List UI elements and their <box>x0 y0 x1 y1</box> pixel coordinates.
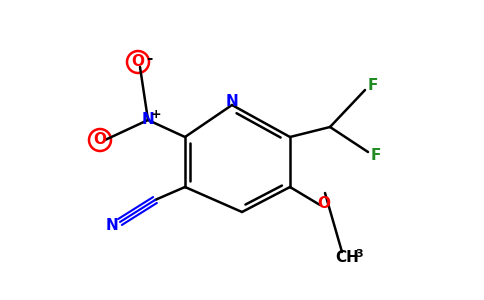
Text: CH: CH <box>335 250 359 265</box>
Text: N: N <box>106 218 119 233</box>
Text: N: N <box>226 94 239 110</box>
Text: 3: 3 <box>355 249 363 259</box>
Text: O: O <box>132 55 145 70</box>
Text: +: + <box>151 107 161 121</box>
Text: O: O <box>93 133 106 148</box>
Text: F: F <box>371 148 381 164</box>
Text: O: O <box>318 196 331 211</box>
Text: F: F <box>368 79 378 94</box>
Text: N: N <box>142 112 154 128</box>
Text: -: - <box>146 50 152 65</box>
